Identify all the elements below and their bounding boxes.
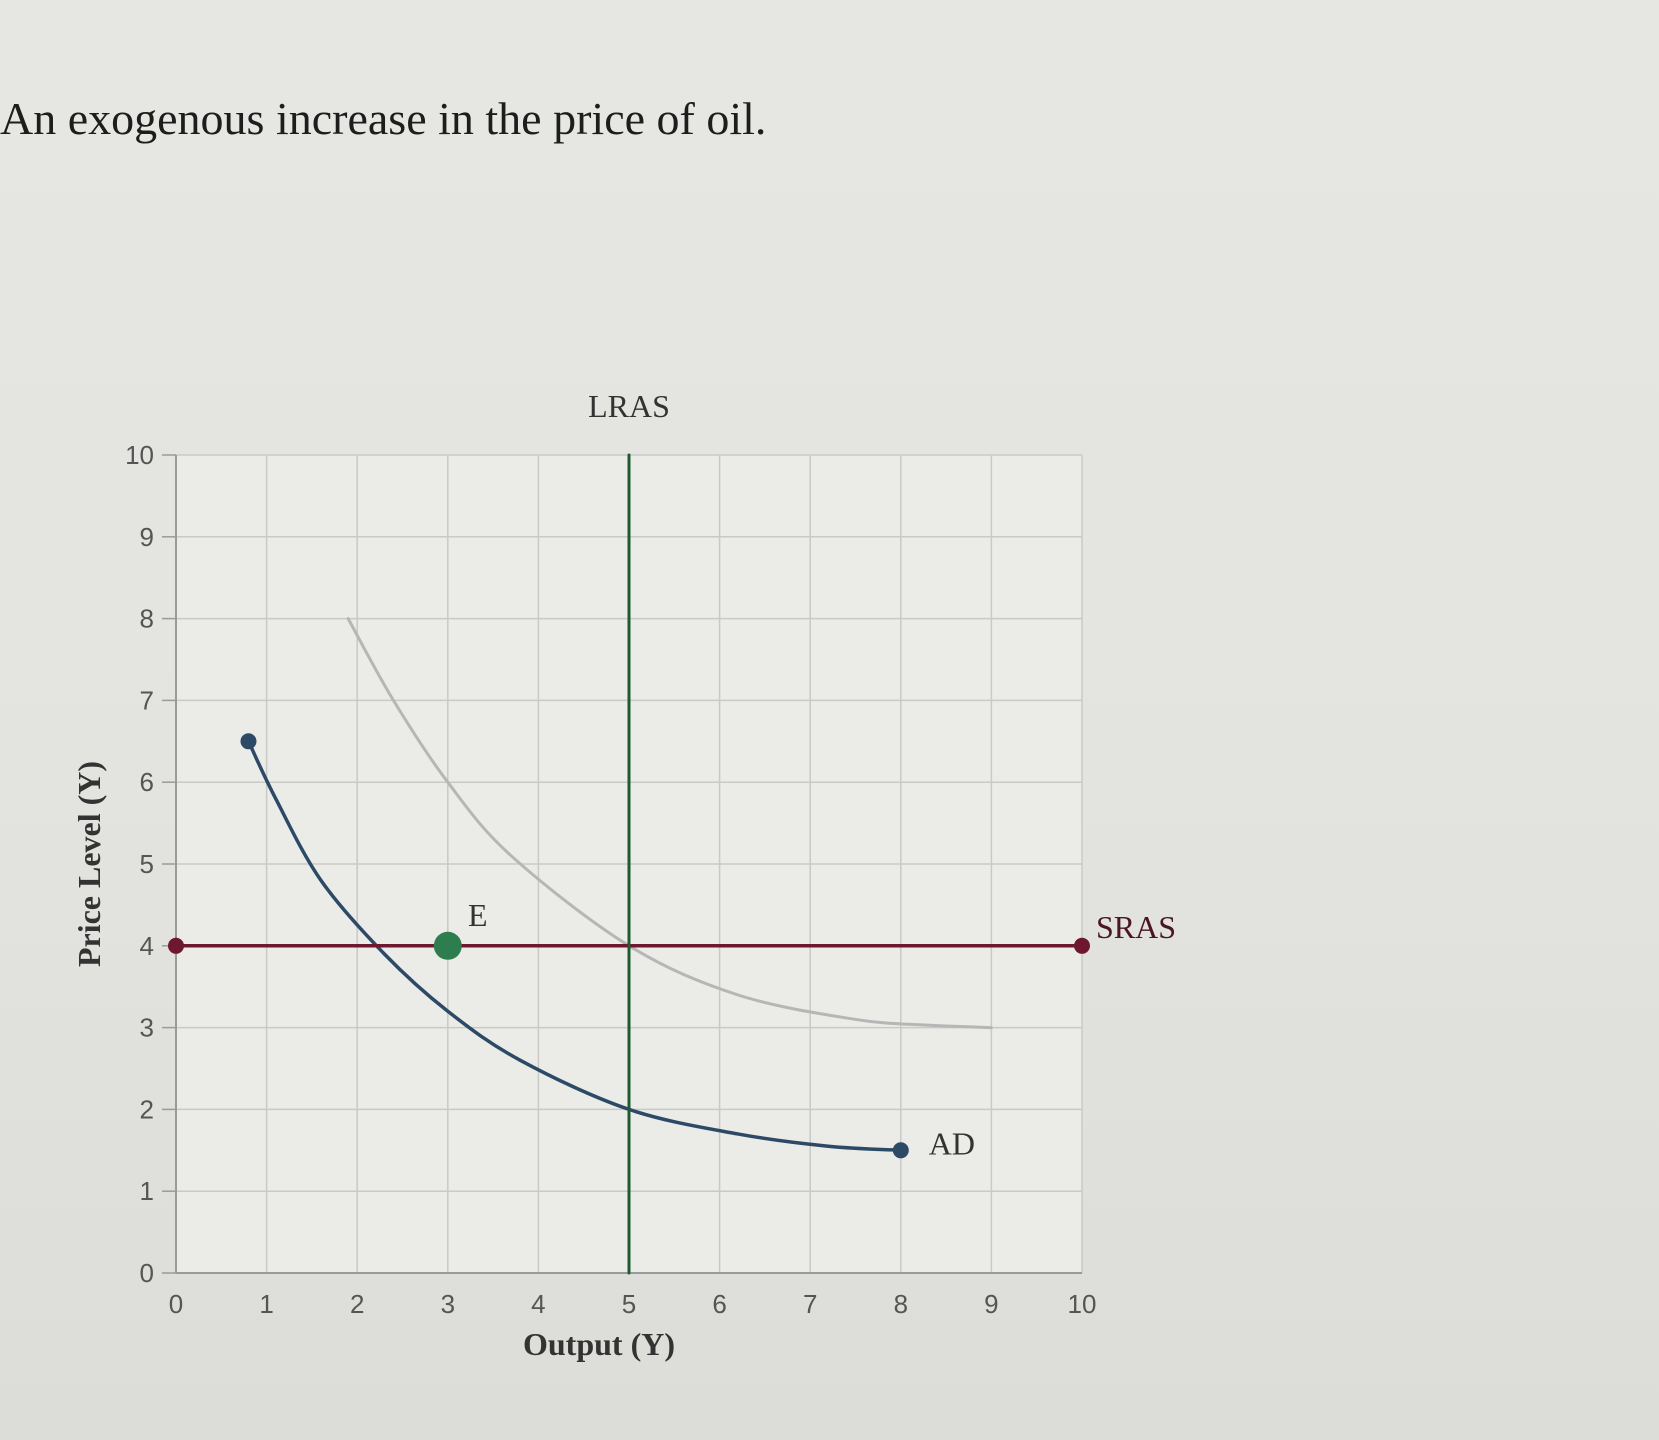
- equilibrium-point: [433, 931, 462, 960]
- ad-endpoint: [892, 1142, 909, 1159]
- x-tick-label: 7: [803, 1289, 817, 1319]
- x-tick-label: 4: [531, 1289, 545, 1319]
- x-tick-label: 8: [894, 1289, 908, 1319]
- question-text: An exogenous increase in the price of oi…: [0, 93, 767, 144]
- x-tick-label: 0: [169, 1289, 183, 1319]
- lras-label: LRAS: [588, 388, 670, 424]
- x-tick-label: 5: [622, 1289, 636, 1319]
- x-tick-label: 1: [259, 1289, 273, 1319]
- x-tick-label: 6: [712, 1289, 726, 1319]
- equilibrium-label: E: [468, 897, 488, 933]
- chart-ticks: 0 1 2 3 4 5 6 7 8 9 10 0 1 2 3 4 5 6 7 8 9 10: [125, 440, 1096, 1319]
- ad-label: AD: [929, 1125, 975, 1161]
- unnamed-curve-line: [346, 617, 993, 1030]
- y-tick-label: 2: [140, 1094, 154, 1124]
- x-tick-label: 3: [441, 1289, 455, 1319]
- y-tick-label: 0: [140, 1258, 154, 1288]
- y-tick-label: 1: [140, 1176, 154, 1206]
- chart-series: LRAS SRAS AD E: [168, 388, 1176, 1275]
- sras-endpoint: [168, 937, 184, 954]
- x-axis-label: Output (Y): [523, 1326, 675, 1362]
- y-tick-label: 5: [140, 849, 154, 879]
- ad-line: [246, 739, 903, 1153]
- y-axis-label: Price Level (Y): [71, 761, 107, 967]
- y-tick-label: 7: [140, 685, 154, 715]
- y-tick-label: 3: [140, 1013, 154, 1043]
- x-tick-label: 9: [984, 1289, 998, 1319]
- sras-label: SRAS: [1096, 909, 1176, 945]
- y-tick-label: 4: [140, 931, 154, 961]
- ad-endpoint: [240, 733, 257, 750]
- y-tick-label: 9: [140, 522, 154, 552]
- y-tick-label: 6: [140, 767, 154, 797]
- sras-endpoint: [1074, 937, 1090, 954]
- y-tick-label: 10: [125, 440, 154, 470]
- x-tick-label: 2: [350, 1289, 364, 1319]
- x-tick-label: 10: [1068, 1289, 1097, 1319]
- y-tick-label: 8: [140, 604, 154, 634]
